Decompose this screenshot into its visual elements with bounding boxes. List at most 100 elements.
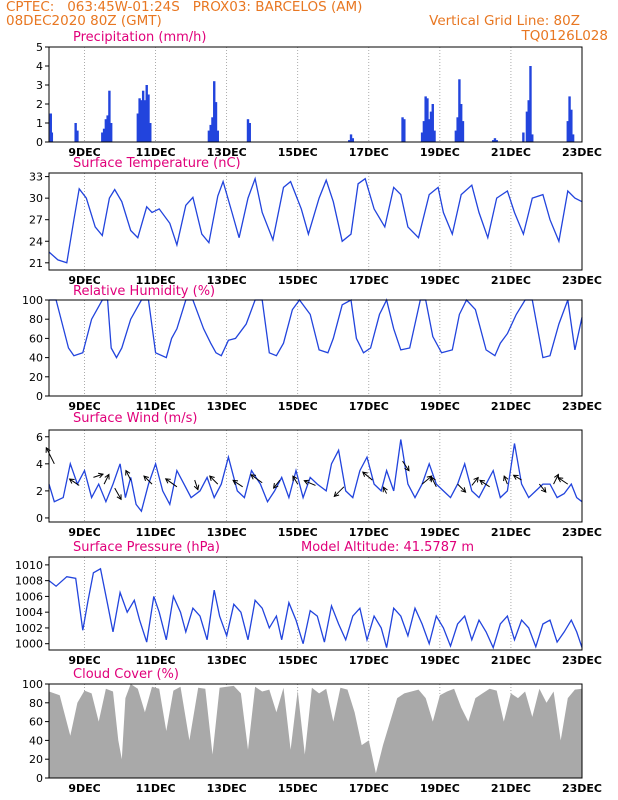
y-tick-label: 1008 — [15, 575, 43, 588]
panel-title: Surface Pressure (hPa) — [73, 540, 220, 555]
x-tick-label: 21DEC — [491, 782, 531, 795]
precip-bar — [147, 94, 150, 142]
x-tick-label: 13DEC — [207, 654, 247, 667]
wind-arrow — [457, 483, 466, 493]
y-tick-label: 5 — [36, 41, 43, 54]
x-tick-label: 9DEC — [68, 146, 100, 159]
precip-bar — [351, 138, 355, 142]
precip-bar — [431, 104, 434, 142]
wind-arrow — [513, 474, 522, 481]
precip-bar — [145, 85, 148, 142]
panel-frame — [48, 299, 583, 397]
header-line1: CPTEC: 063:45W-01:24S PROX03: BARCELOS (… — [6, 0, 363, 15]
wind-arrow-head — [303, 479, 310, 485]
wind-arrow-head — [193, 484, 200, 491]
wind-arrow-head — [104, 473, 110, 480]
wind-arrow-head — [292, 475, 298, 482]
cloud-area — [49, 684, 582, 778]
precip-bar — [216, 130, 219, 142]
precip-bar — [420, 132, 424, 142]
x-tick-label: 15DEC — [278, 654, 318, 667]
y-tick-label: 80 — [29, 697, 43, 710]
y-tick-label: 1010 — [15, 559, 43, 572]
wind-arrow — [362, 471, 373, 481]
precip-bar — [136, 113, 140, 142]
precip-bar — [349, 134, 353, 142]
precip-bar — [49, 113, 52, 142]
x-tick-label: 11DEC — [136, 400, 176, 413]
precip-bar — [213, 81, 216, 142]
wind-arrow-head — [232, 479, 239, 486]
x-tick-label: 21DEC — [491, 526, 531, 539]
y-tick-label: 0 — [36, 772, 43, 785]
x-tick-label: 19DEC — [420, 400, 460, 413]
wind-arrow-head — [250, 474, 257, 480]
y-tick-label: 33 — [29, 171, 43, 184]
wind-arrow — [194, 479, 199, 490]
x-tick-label: 23DEC — [562, 654, 602, 667]
wind-arrow-head — [426, 475, 433, 481]
wind-arrow — [557, 477, 569, 485]
precip-bar — [495, 140, 498, 142]
wind-arrow — [538, 483, 547, 493]
precip-bar — [76, 130, 79, 142]
panel-title: Surface Wind (m/s) — [73, 411, 197, 426]
precip-bar — [424, 96, 427, 142]
header-grid-note: Vertical Grid Line: 80Z — [429, 13, 580, 29]
series-line — [48, 567, 583, 650]
precip-bar — [207, 130, 211, 142]
x-tick-label: 15DEC — [278, 146, 318, 159]
precip-bar — [102, 128, 106, 142]
y-tick-label: 100 — [22, 678, 43, 691]
wind-arrow-head — [333, 491, 340, 498]
precip-bar — [429, 111, 433, 142]
y-tick-label: 60 — [29, 716, 43, 729]
x-tick-label: 17DEC — [349, 526, 389, 539]
precip-bar — [454, 130, 458, 142]
wind-arrow — [273, 479, 281, 489]
wind-arrow-head — [557, 477, 564, 483]
y-tick-label: 1002 — [15, 622, 43, 635]
panel-title: Precipitation (mm/h) — [73, 30, 206, 45]
x-tick-label: 15DEC — [278, 526, 318, 539]
wind-arrow — [471, 477, 479, 486]
precip-bar — [101, 132, 104, 142]
x-tick-label: 19DEC — [420, 274, 460, 287]
wind-arrow-head — [164, 478, 171, 484]
wind-arrow-head — [68, 478, 75, 484]
x-tick-label: 15DEC — [278, 274, 318, 287]
y-tick-label: 100 — [22, 294, 43, 307]
x-tick-label: 13DEC — [207, 782, 247, 795]
x-tick-label: 9DEC — [68, 400, 100, 413]
x-tick-label: 11DEC — [136, 146, 176, 159]
precip-bar — [568, 96, 571, 142]
y-tick-label: 6 — [36, 431, 43, 444]
series-line — [49, 298, 583, 359]
x-tick-label: 11DEC — [136, 526, 176, 539]
precip-bar — [211, 117, 214, 142]
wind-arrow — [402, 460, 410, 471]
x-tick-label: 9DEC — [68, 526, 100, 539]
series-line — [48, 176, 583, 264]
precip-bar — [214, 102, 218, 142]
y-tick-label: 0 — [36, 512, 43, 525]
y-tick-label: 27 — [29, 214, 43, 227]
y-tick-label: 1000 — [15, 638, 43, 651]
precip-bar — [570, 109, 573, 142]
wind-arrow-head — [512, 474, 519, 480]
precip-bar — [459, 104, 463, 142]
precip-bar — [456, 117, 459, 142]
y-tick-label: 20 — [29, 371, 43, 384]
wind-arrow-head — [540, 487, 547, 493]
wind-arrow — [143, 475, 153, 485]
y-tick-label: 24 — [29, 235, 43, 248]
panel-frame — [48, 683, 583, 779]
panel-frame — [48, 172, 583, 271]
precip-bar — [531, 134, 534, 142]
precip-bar — [141, 90, 145, 142]
x-tick-label: 17DEC — [349, 782, 389, 795]
precip-bar — [566, 121, 569, 142]
wind-arrow-head — [98, 472, 104, 479]
wind-arrow-head — [382, 486, 388, 493]
panel-frame — [48, 46, 583, 143]
